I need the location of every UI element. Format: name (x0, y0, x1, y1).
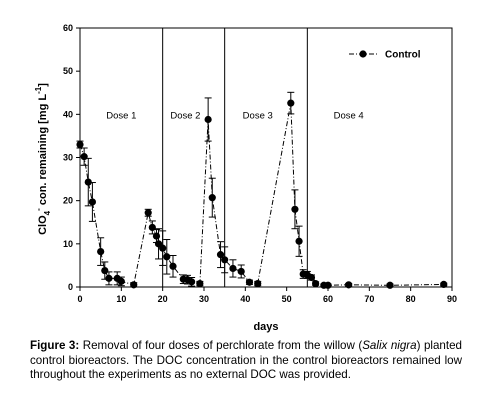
y-axis-title-superscript: - (34, 208, 43, 211)
data-point (105, 274, 113, 282)
y-tick-label: 0 (68, 282, 73, 292)
x-tick-label: 60 (323, 294, 333, 304)
x-tick-label: 90 (447, 294, 457, 304)
data-point (169, 262, 177, 270)
data-point (440, 280, 448, 289)
y-tick-label: 30 (63, 153, 73, 163)
y-axis-title-units: con. remaining [mg L (37, 94, 49, 209)
legend-marker (359, 50, 367, 58)
data-point (229, 264, 237, 273)
plot-frame (79, 27, 453, 288)
data-point (84, 178, 92, 186)
y-tick-label: 20 (63, 196, 73, 206)
data-point (163, 253, 171, 261)
chart-marks: Dose 1 Dose 2 Dose 3 Dose 4 Control (76, 28, 448, 289)
data-point (237, 267, 245, 276)
y-tick-label: 60 (63, 23, 73, 33)
y-axis-title-subscript: 4 (43, 210, 52, 215)
data-point (287, 99, 295, 107)
data-point (204, 115, 212, 124)
data-point (324, 281, 332, 289)
data-point (291, 205, 299, 213)
data-point (188, 278, 196, 286)
data-point (386, 281, 394, 289)
data-point (148, 223, 156, 232)
x-tick-label: 30 (199, 294, 209, 304)
y-axis-title-main: ClO (37, 215, 49, 235)
x-tick-label: 80 (406, 294, 416, 304)
data-point (159, 244, 167, 252)
data-point (196, 279, 204, 288)
chart-axes: 0 10 20 30 40 50 60 70 80 90 0 10 20 30 40 50 60 (63, 23, 457, 304)
data-point (307, 273, 316, 282)
x-tick-label: 10 (116, 294, 126, 304)
data-point (117, 277, 125, 285)
legend-label: Control (385, 50, 421, 61)
data-point (254, 279, 262, 288)
data-point (76, 140, 84, 149)
x-tick-label: 20 (158, 294, 168, 304)
data-point (88, 198, 96, 206)
figure-caption: Figure 3: Removal of four doses of perch… (30, 339, 462, 383)
data-point (80, 153, 88, 161)
data-point (312, 279, 320, 288)
data-point (216, 251, 225, 259)
x-axis-title: days (253, 321, 278, 333)
data-point (295, 237, 303, 245)
x-tick-label: 50 (282, 294, 292, 304)
data-point (97, 248, 105, 256)
data-point (130, 281, 138, 289)
data-point (345, 281, 353, 289)
caption-species: Salix nigra (362, 339, 417, 352)
y-tick-label: 50 (63, 66, 73, 76)
y-tick-label: 40 (63, 109, 73, 119)
dose-label: Dose 1 (106, 111, 136, 122)
dose-label: Dose 4 (334, 111, 364, 122)
y-tick-label: 10 (63, 239, 73, 249)
x-tick-label: 0 (77, 294, 82, 304)
data-point (152, 232, 161, 240)
y-axis-title-unit-exponent: -1 (34, 86, 43, 94)
dose-label: Dose 3 (243, 111, 273, 122)
series-line-control (79, 103, 444, 286)
y-axis-title-bracket: ] (37, 83, 49, 87)
data-point (245, 278, 254, 286)
x-tick-label: 70 (364, 294, 374, 304)
data-point (221, 256, 229, 264)
caption-text-end: ) planted control bioreactors. The DOC c… (30, 339, 462, 381)
data-point (101, 266, 109, 275)
y-axis-title: ClO4- con. remaining [mg L-1] (34, 83, 52, 235)
dose-label: Dose 2 (170, 111, 200, 122)
figure-label: Figure 3: (30, 339, 80, 352)
x-tick-label: 40 (240, 294, 250, 304)
data-point (144, 209, 152, 217)
caption-text-start: Removal of four doses of perchlorate fro… (79, 339, 363, 352)
data-point (208, 194, 216, 202)
